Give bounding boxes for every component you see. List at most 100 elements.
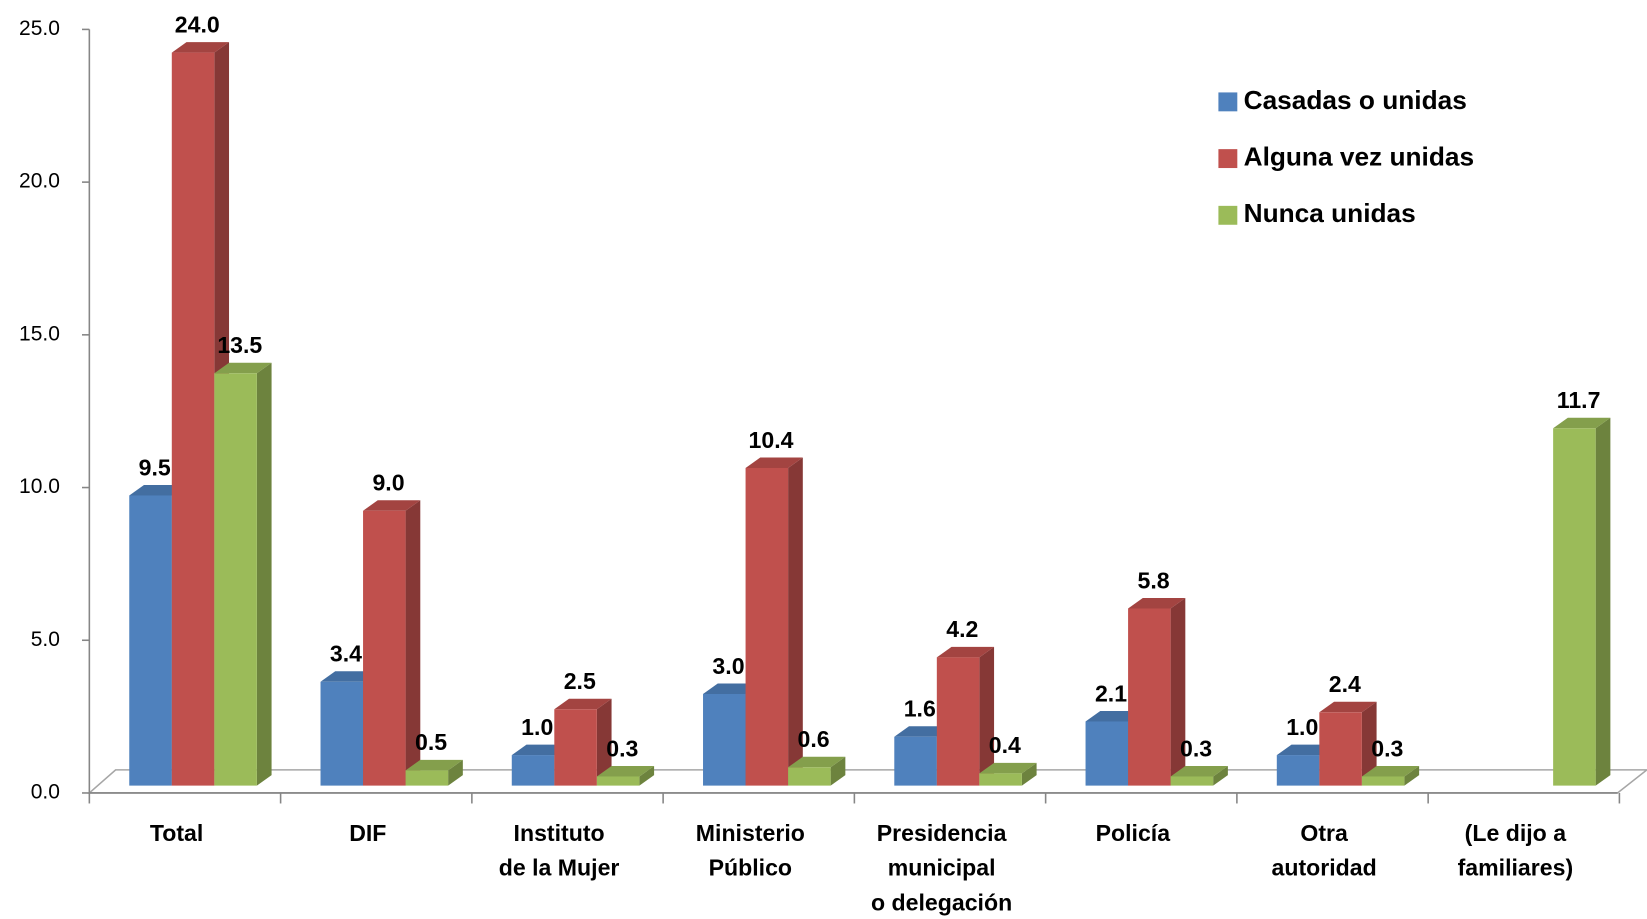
bar-top xyxy=(788,756,846,768)
bar-side xyxy=(448,759,463,786)
bar xyxy=(1361,765,1420,786)
bar-front xyxy=(596,776,640,786)
bar-front xyxy=(511,755,555,786)
bar-side xyxy=(788,457,803,786)
x-tick-label: autoridad xyxy=(1272,855,1377,881)
bar xyxy=(1553,417,1611,786)
bar-side xyxy=(1021,762,1037,786)
bar-front xyxy=(894,736,937,786)
bar-top xyxy=(1170,765,1228,777)
bar-front xyxy=(1553,428,1596,786)
x-tick-label: Policía xyxy=(1096,820,1171,846)
bar-side xyxy=(979,646,995,786)
bar-front xyxy=(1276,755,1320,786)
bar-top xyxy=(936,646,995,658)
bar-front xyxy=(1319,712,1362,786)
bar-top xyxy=(171,42,230,53)
bar xyxy=(363,500,421,786)
value-label: 9.0 xyxy=(372,470,404,496)
value-label: 2.4 xyxy=(1329,671,1361,697)
bar-front xyxy=(1085,721,1129,786)
bar-front xyxy=(129,495,172,786)
x-tick-label: Total xyxy=(150,820,203,846)
bar-side xyxy=(1361,701,1377,786)
y-tick-label: 0.0 xyxy=(31,781,60,804)
value-label: 1.6 xyxy=(904,696,936,722)
bar-side xyxy=(596,698,612,786)
bar-top xyxy=(979,762,1037,774)
value-label: 3.0 xyxy=(712,653,744,679)
bar xyxy=(979,762,1037,786)
bar-top xyxy=(405,759,463,771)
value-label: 5.8 xyxy=(1137,567,1169,593)
value-label: 2.5 xyxy=(564,668,596,694)
bar-top xyxy=(1319,701,1377,713)
bar-side xyxy=(830,756,846,786)
legend-swatch xyxy=(1218,205,1238,225)
legend-swatch xyxy=(1218,149,1238,169)
value-label: 1.0 xyxy=(521,714,553,740)
bar-top xyxy=(1553,417,1611,429)
value-label: 9.5 xyxy=(139,454,171,480)
legend-swatch xyxy=(1218,92,1238,112)
x-tick-label: Otra xyxy=(1300,820,1348,846)
value-label: 10.4 xyxy=(749,427,794,453)
value-label: 2.1 xyxy=(1095,680,1127,706)
bar-front xyxy=(703,693,746,786)
bar-front xyxy=(1128,608,1171,786)
x-tick-label: Presidencia xyxy=(877,820,1007,846)
bar xyxy=(1128,597,1186,786)
y-tick-label: 15.0 xyxy=(19,322,60,345)
x-tick-label: o delegación xyxy=(871,889,1012,915)
x-tick-label: familiares) xyxy=(1458,855,1574,881)
bar-front xyxy=(214,373,257,786)
value-label: 0.3 xyxy=(1371,735,1403,761)
bar xyxy=(554,698,612,786)
y-tick-label: 5.0 xyxy=(31,628,60,651)
bar-side xyxy=(639,765,655,786)
x-tick-label: municipal xyxy=(888,855,996,881)
legend-label: Nunca unidas xyxy=(1244,198,1416,228)
bar-front xyxy=(171,52,215,786)
bar-front xyxy=(979,773,1022,786)
value-label: 0.4 xyxy=(989,732,1021,758)
bar xyxy=(936,646,995,786)
x-tick-label: (Le dijo a xyxy=(1465,820,1567,846)
bar-front xyxy=(1170,776,1214,786)
value-label: 24.0 xyxy=(175,11,220,37)
bar-top xyxy=(596,765,655,777)
bar xyxy=(596,765,655,786)
bar xyxy=(1319,701,1377,786)
bar-front xyxy=(405,770,449,786)
bar-front xyxy=(320,681,364,786)
value-label: 3.4 xyxy=(330,641,362,667)
x-tick-label: Público xyxy=(709,855,792,881)
bar-top xyxy=(745,457,803,468)
bar-side xyxy=(256,362,272,786)
bar-front xyxy=(554,709,597,786)
bar-side xyxy=(1595,417,1611,786)
y-tick-label: 25.0 xyxy=(19,17,60,40)
bar-side xyxy=(1170,597,1186,786)
bar-side xyxy=(1213,765,1228,786)
value-label: 0.5 xyxy=(415,729,447,755)
value-label: 4.2 xyxy=(946,616,978,642)
value-label: 13.5 xyxy=(217,332,262,358)
value-label: 11.7 xyxy=(1557,387,1601,413)
x-tick-label: DIF xyxy=(349,820,386,846)
bar-front xyxy=(1361,776,1405,786)
legend-label: Casadas o unidas xyxy=(1244,85,1467,115)
bar-top xyxy=(1361,765,1420,777)
x-tick-label: Instituto xyxy=(514,820,605,846)
bar xyxy=(788,756,846,786)
bar-front xyxy=(788,767,831,786)
bar-side xyxy=(1404,765,1420,786)
x-tick-label: de la Mujer xyxy=(499,855,620,881)
bar-front xyxy=(936,657,980,786)
bar-top xyxy=(363,500,421,511)
bar-front xyxy=(745,467,789,786)
value-label: 0.3 xyxy=(1180,735,1212,761)
bar-front xyxy=(363,510,406,786)
